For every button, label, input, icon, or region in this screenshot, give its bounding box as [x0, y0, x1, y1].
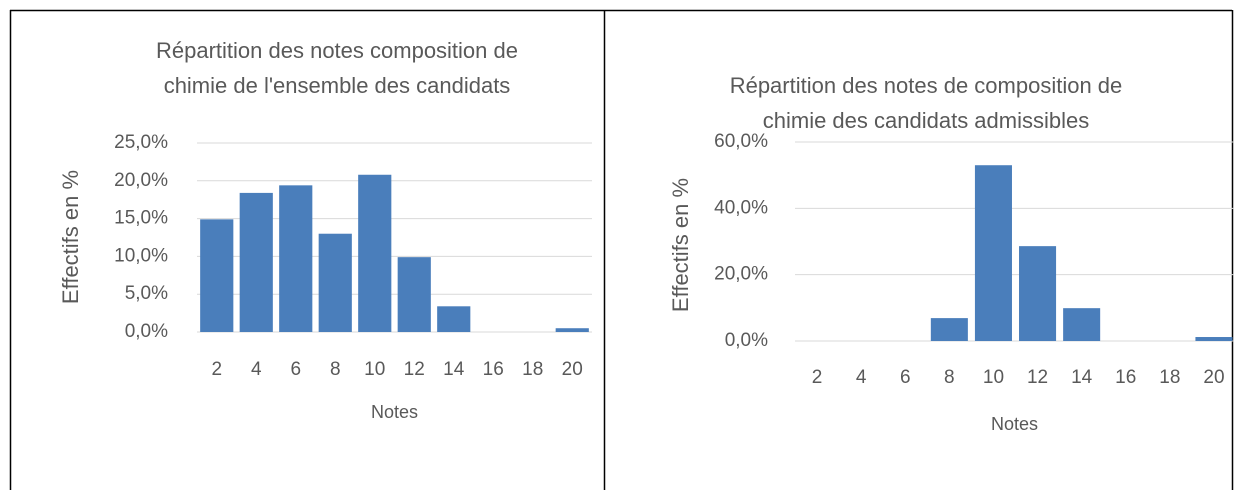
bar — [397, 257, 431, 332]
chart-title: chimie des candidats admissibles — [763, 108, 1090, 133]
x-tick-label: 18 — [1159, 367, 1180, 388]
bar — [555, 328, 589, 332]
x-tick-label: 20 — [1203, 367, 1224, 388]
y-tick-label: 20,0% — [114, 170, 168, 191]
y-axis-title: Effectifs en % — [58, 170, 83, 304]
x-tick-label: 20 — [562, 359, 583, 380]
bar — [318, 233, 352, 332]
y-tick-label: 0,0% — [125, 321, 168, 342]
x-tick-label: 2 — [211, 359, 222, 380]
y-tick-label: 25,0% — [114, 132, 168, 153]
x-axis-title: Notes — [991, 414, 1038, 434]
bar — [1019, 246, 1057, 341]
chart-title: Répartition des notes de composition de — [730, 73, 1123, 98]
bar — [279, 185, 313, 332]
bar — [930, 318, 968, 341]
bar — [358, 174, 392, 332]
y-tick-label: 5,0% — [125, 283, 168, 304]
x-tick-label: 2 — [812, 367, 823, 388]
x-tick-label: 12 — [1027, 367, 1048, 388]
bar — [1195, 337, 1233, 341]
x-tick-label: 12 — [404, 359, 425, 380]
x-tick-label: 14 — [443, 359, 465, 380]
x-tick-label: 16 — [1115, 367, 1136, 388]
y-tick-label: 60,0% — [714, 131, 768, 152]
bar — [974, 165, 1012, 341]
bar — [1063, 308, 1101, 341]
y-axis-title: Effectifs en % — [668, 178, 693, 312]
y-tick-label: 20,0% — [714, 264, 768, 285]
y-tick-label: 0,0% — [725, 330, 768, 351]
x-tick-label: 14 — [1071, 367, 1093, 388]
x-tick-label: 18 — [522, 359, 543, 380]
x-tick-label: 8 — [944, 367, 955, 388]
chart-title: chimie de l'ensemble des candidats — [164, 73, 511, 98]
y-tick-label: 40,0% — [714, 197, 768, 218]
x-tick-label: 10 — [364, 359, 385, 380]
x-tick-label: 4 — [856, 367, 867, 388]
bar — [200, 219, 234, 332]
x-tick-label: 8 — [330, 359, 341, 380]
bar — [239, 192, 273, 332]
x-tick-label: 10 — [983, 367, 1004, 388]
x-tick-label: 6 — [900, 367, 911, 388]
y-tick-label: 10,0% — [114, 245, 168, 266]
x-tick-label: 16 — [483, 359, 504, 380]
chart-title: Répartition des notes composition de — [156, 38, 518, 63]
x-tick-label: 4 — [251, 359, 262, 380]
x-axis-title: Notes — [371, 402, 418, 422]
bar — [437, 306, 471, 332]
y-tick-label: 15,0% — [114, 208, 168, 229]
x-tick-label: 6 — [290, 359, 301, 380]
